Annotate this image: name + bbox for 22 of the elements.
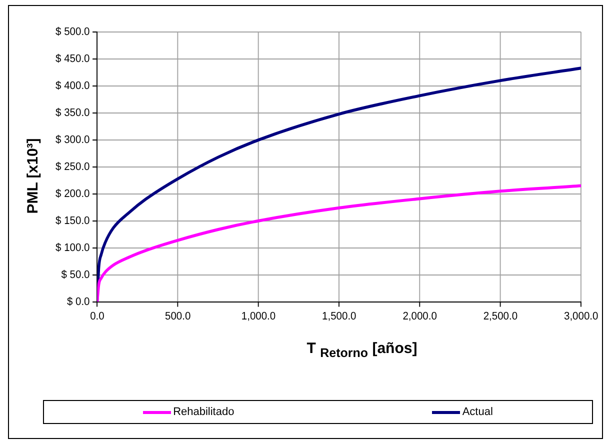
y-tick-label: $ 400.0	[56, 80, 90, 92]
y-tick-label: $ 200.0	[56, 188, 90, 200]
y-axis-title: PML [x10³]	[24, 138, 42, 214]
y-tick-label: $ 450.0	[56, 52, 90, 66]
y-tick-label: $ 150.0	[56, 214, 90, 227]
y-tick-label: $ 50.0	[61, 268, 90, 281]
x-tick-label: 500.0	[165, 310, 191, 323]
x-tick-label: 2,500.0	[483, 310, 518, 323]
y-tick-label: $ 250.0	[56, 160, 90, 174]
y-tick-label: $ 300.0	[56, 134, 90, 146]
x-tick-label: 3,000.0	[564, 310, 598, 323]
x-tick-label: 1,500.0	[322, 310, 356, 323]
legend-label: Actual	[462, 406, 493, 418]
x-tick-label: 1,000.0	[241, 310, 276, 323]
y-tick-label: $ 350.0	[56, 106, 90, 120]
x-tick-label: 0.0	[90, 310, 104, 323]
y-tick-label: $ 500.0	[56, 26, 90, 38]
y-tick-label: $ 0.0	[66, 296, 90, 308]
x-axis-title: T $_{Retorno}$ [años]	[306, 340, 418, 360]
y-tick-label: $ 100.0	[56, 242, 90, 254]
x-tick-label: 2,000.0	[402, 310, 437, 323]
legend-label: Rehabilitado	[173, 406, 234, 418]
